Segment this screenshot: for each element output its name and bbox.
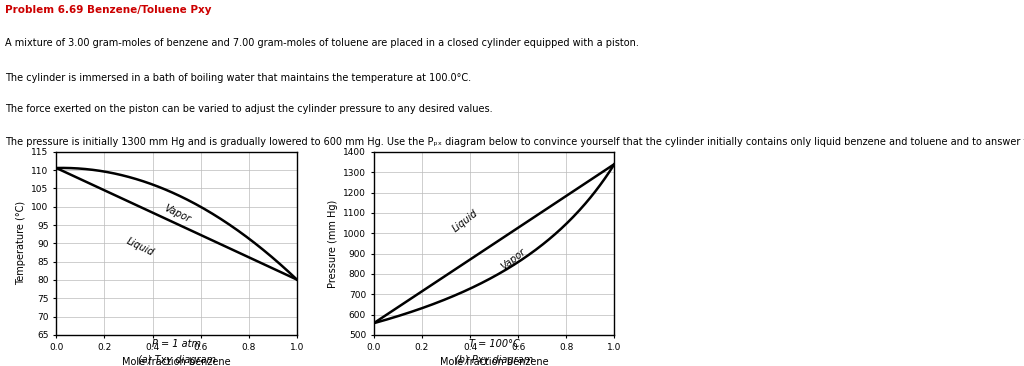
X-axis label: Mole fraction benzene: Mole fraction benzene bbox=[122, 357, 231, 366]
Text: P = 1 atm: P = 1 atm bbox=[153, 339, 201, 348]
Y-axis label: Temperature (°C): Temperature (°C) bbox=[16, 201, 26, 285]
Y-axis label: Pressure (mm Hg): Pressure (mm Hg) bbox=[328, 199, 338, 288]
Text: The cylinder is immersed in a bath of boiling water that maintains the temperatu: The cylinder is immersed in a bath of bo… bbox=[5, 73, 471, 83]
Text: Vapor: Vapor bbox=[162, 203, 191, 225]
Text: Liquid: Liquid bbox=[125, 236, 156, 258]
Text: (b) Pxy diagram: (b) Pxy diagram bbox=[455, 355, 534, 365]
Text: The force exerted on the piston can be varied to adjust the cylinder pressure to: The force exerted on the piston can be v… bbox=[5, 104, 493, 114]
Text: Problem 6.69 Benzene/Toluene Pxy: Problem 6.69 Benzene/Toluene Pxy bbox=[5, 5, 212, 15]
Text: Liquid: Liquid bbox=[451, 208, 480, 234]
Text: A mixture of 3.00 gram-moles of benzene and 7.00 gram-moles of toluene are place: A mixture of 3.00 gram-moles of benzene … bbox=[5, 38, 639, 48]
Text: T = 100°C: T = 100°C bbox=[469, 339, 519, 348]
X-axis label: Mole fraction benzene: Mole fraction benzene bbox=[439, 357, 549, 366]
Text: (a) Txy diagram: (a) Txy diagram bbox=[137, 355, 216, 365]
Text: Vapor: Vapor bbox=[499, 247, 527, 272]
Text: The pressure is initially 1300 mm Hg and is gradually lowered to 600 mm Hg. Use : The pressure is initially 1300 mm Hg and… bbox=[5, 137, 1024, 147]
